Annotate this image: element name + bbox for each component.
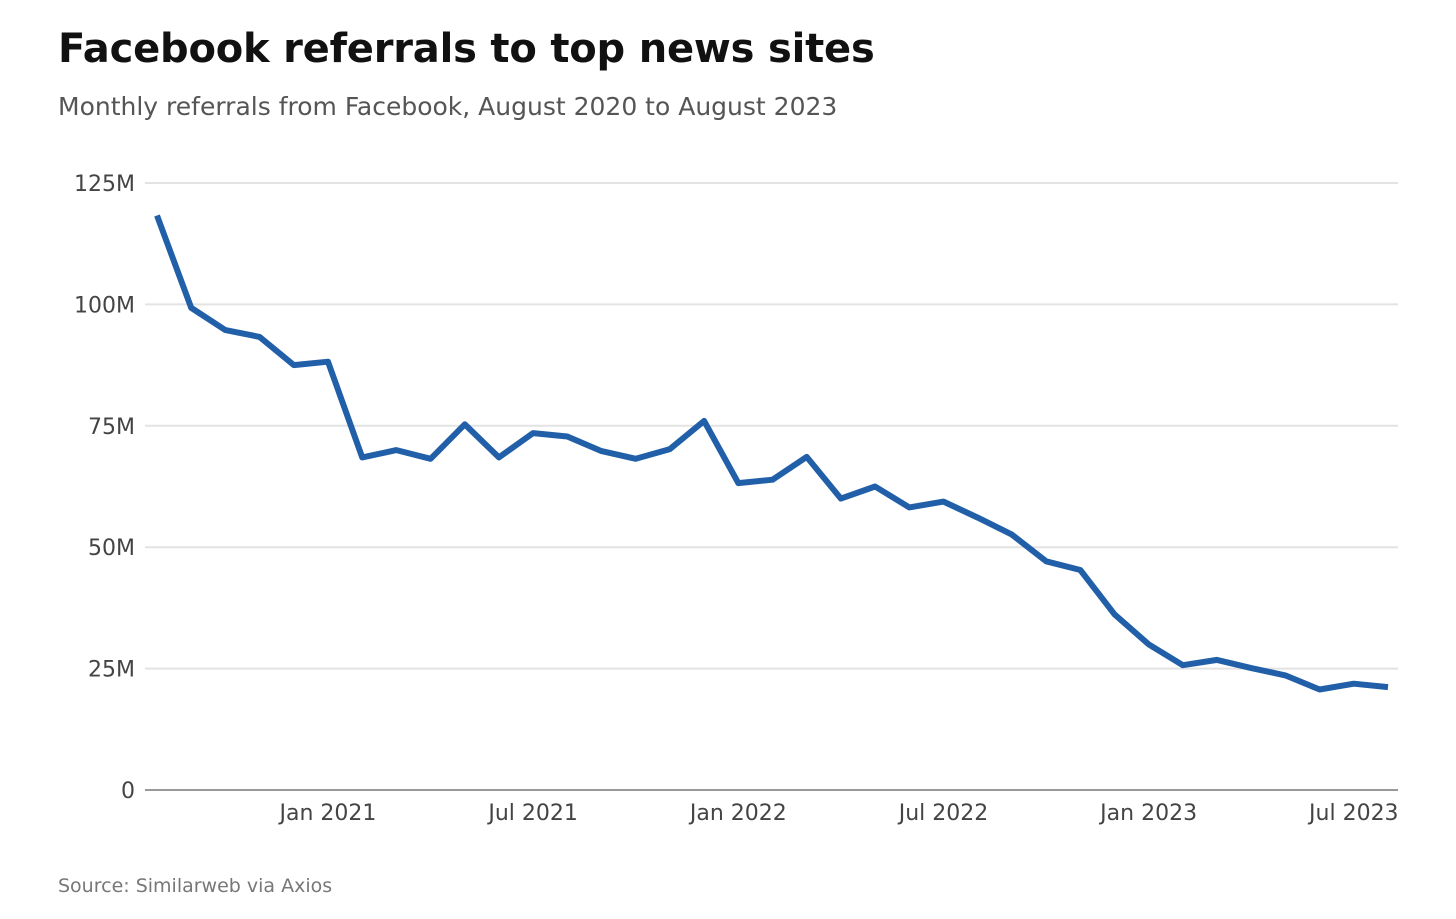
y-tick-label: 50M [88,536,135,561]
y-tick-label: 125M [74,172,135,197]
y-tick-label: 100M [74,293,135,318]
y-tick-label: 25M [88,658,135,683]
chart-subtitle: Monthly referrals from Facebook, August … [58,92,838,121]
x-tick-label: Jul 2021 [486,801,578,826]
y-axis-ticks: 0 25M 50M 75M 100M 125M [74,172,135,804]
y-tick-label: 75M [88,415,135,440]
x-tick-label: Jan 2021 [278,801,377,826]
x-axis-ticks: Jan 2021 Jul 2021 Jan 2022 Jul 2022 Jan 2023… [278,801,1399,826]
x-tick-label: Jul 2023 [1307,801,1399,826]
x-tick-label: Jan 2023 [1098,801,1197,826]
x-tick-label: Jan 2022 [688,801,787,826]
series-line [154,214,1389,693]
chart-title: Facebook referrals to top news sites [58,26,875,72]
y-tick-label: 0 [121,779,135,804]
x-tick-label: Jul 2022 [897,801,989,826]
source-note: Source: Similarweb via Axios [58,875,333,897]
series-layer [154,214,1389,693]
gridlines [145,182,1398,670]
